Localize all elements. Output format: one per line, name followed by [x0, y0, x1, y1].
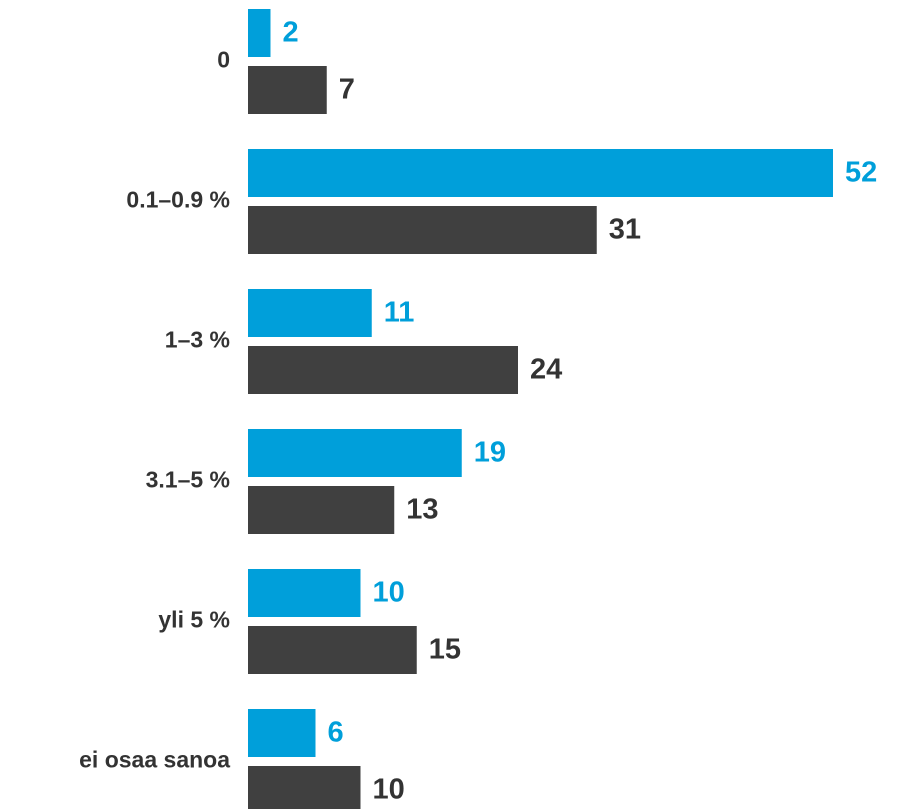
- value-label-series2-1: 31: [609, 214, 641, 246]
- value-label-series1-3: 19: [474, 437, 506, 469]
- bar-series2-2: [248, 346, 518, 394]
- value-label-series1-1: 52: [845, 157, 877, 189]
- category-label-3-1-5: 3.1–5 %: [146, 467, 230, 493]
- bars: [248, 9, 833, 809]
- value-label-series1-0: 2: [283, 17, 299, 49]
- bar-series2-5: [248, 766, 361, 809]
- category-label-1-3: 1–3 %: [165, 327, 230, 353]
- value-label-series1-2: 11: [384, 297, 415, 329]
- value-label-series1-5: 6: [328, 717, 344, 749]
- bar-series2-0: [248, 66, 327, 114]
- value-label-series2-5: 10: [373, 774, 405, 806]
- bar-series1-1: [248, 149, 833, 197]
- category-labels: 0 0.1–0.9 % 1–3 % 3.1–5 % yli 5 % ei osaa san…: [79, 47, 230, 773]
- value-label-series2-0: 7: [339, 74, 355, 106]
- bar-series1-5: [248, 709, 316, 757]
- category-label-0: 0: [217, 47, 230, 73]
- value-label-series1-4: 10: [373, 577, 405, 609]
- bar-series1-2: [248, 289, 372, 337]
- category-label-yli-5: yli 5 %: [158, 607, 230, 633]
- value-label-series2-3: 13: [406, 494, 438, 526]
- value-label-series2-2: 24: [530, 354, 562, 386]
- value-label-series2-4: 15: [429, 634, 461, 666]
- value-labels: 2 7 52 31 11 24 19 13 10 15 6 10: [283, 17, 878, 806]
- bar-series2-1: [248, 206, 597, 254]
- category-label-0-1-0-9: 0.1–0.9 %: [126, 187, 230, 213]
- bar-series2-4: [248, 626, 417, 674]
- category-label-ei-osaa-sanoa: ei osaa sanoa: [79, 747, 230, 773]
- bar-series1-0: [248, 9, 271, 57]
- bar-series2-3: [248, 486, 395, 534]
- bar-series1-3: [248, 429, 462, 477]
- bar-series1-4: [248, 569, 361, 617]
